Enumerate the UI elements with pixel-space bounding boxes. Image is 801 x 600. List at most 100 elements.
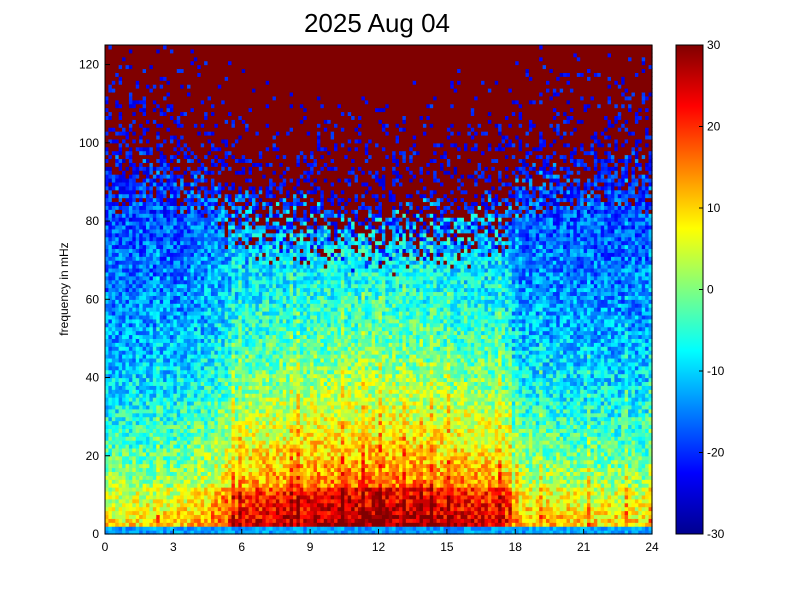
heatmap-cell: [187, 142, 192, 148]
heatmap-cell: [224, 205, 229, 210]
heatmap-cell: [163, 260, 168, 265]
heatmap-cell: [139, 72, 144, 77]
heatmap-cell: [105, 412, 110, 418]
heatmap-cell: [234, 467, 239, 473]
heatmap-cell: [187, 166, 192, 171]
heatmap-cell: [180, 224, 185, 230]
heatmap-cell: [108, 158, 113, 163]
heatmap-cell: [214, 326, 219, 332]
heatmap-cell: [122, 428, 127, 433]
heatmap-cell: [125, 228, 130, 234]
heatmap-cell: [115, 48, 120, 54]
heatmap-cell: [132, 498, 137, 504]
heatmap-cell: [180, 248, 185, 253]
heatmap-cell: [159, 502, 164, 508]
heatmap-cell: [169, 299, 174, 304]
heatmap-cell: [234, 455, 239, 461]
heatmap-cell: [204, 185, 209, 191]
heatmap-cell: [115, 369, 120, 375]
heatmap-cell: [166, 494, 171, 500]
heatmap-cell: [156, 205, 161, 210]
heatmap-cell: [108, 385, 113, 390]
heatmap-cell: [187, 381, 192, 386]
heatmap-cell: [146, 451, 151, 457]
heatmap-cell: [193, 400, 198, 406]
heatmap-cell: [224, 381, 229, 386]
heatmap-cell: [224, 271, 229, 277]
heatmap-cell: [156, 424, 161, 429]
heatmap-cell: [224, 193, 229, 199]
heatmap-cell: [200, 174, 205, 179]
heatmap-cell: [166, 154, 171, 160]
heatmap-cell: [204, 119, 209, 124]
heatmap-cell: [111, 52, 116, 58]
heatmap-cell: [214, 80, 219, 85]
heatmap-cell: [169, 471, 174, 476]
heatmap-cell: [197, 498, 202, 504]
heatmap-cell: [234, 330, 239, 336]
heatmap-cell: [128, 213, 133, 218]
heatmap-cell: [231, 346, 236, 351]
heatmap-cell: [224, 408, 229, 414]
heatmap-cell: [207, 162, 212, 167]
heatmap-cell: [234, 377, 239, 383]
heatmap-cell: [190, 201, 195, 206]
heatmap-cell: [142, 76, 147, 81]
heatmap-cell: [118, 397, 123, 402]
heatmap-cell: [128, 330, 133, 336]
heatmap-cell: [187, 530, 192, 535]
heatmap-cell: [190, 264, 195, 269]
heatmap-cell: [200, 444, 205, 449]
heatmap-cell: [152, 150, 157, 156]
heatmap-cell: [146, 119, 151, 124]
heatmap-cell: [108, 494, 113, 500]
heatmap-cell: [122, 303, 127, 308]
heatmap-cell: [139, 444, 144, 449]
heatmap-cell: [187, 170, 192, 175]
heatmap-cell: [214, 295, 219, 300]
heatmap-cell: [139, 174, 144, 179]
heatmap-cell: [234, 209, 239, 214]
heatmap-cell: [149, 404, 154, 410]
heatmap-cell: [169, 146, 174, 152]
heatmap-cell: [197, 185, 202, 191]
heatmap-cell: [139, 299, 144, 304]
heatmap-cell: [207, 287, 212, 293]
heatmap-cell: [176, 88, 181, 93]
heatmap-cell: [169, 127, 174, 132]
heatmap-cell: [105, 424, 110, 429]
heatmap-cell: [115, 123, 120, 128]
heatmap-cell: [238, 56, 243, 62]
heatmap-cell: [139, 131, 144, 136]
heatmap-cell: [142, 279, 147, 285]
heatmap-cell: [228, 193, 233, 199]
heatmap-cell: [190, 111, 195, 117]
heatmap-cell: [207, 400, 212, 406]
heatmap-cell: [183, 291, 188, 296]
heatmap-cell: [238, 412, 243, 418]
heatmap-cell: [193, 397, 198, 402]
heatmap-cell: [122, 115, 127, 120]
heatmap-cell: [187, 522, 192, 527]
heatmap-cell: [166, 385, 171, 390]
heatmap-cell: [180, 205, 185, 210]
heatmap-cell: [190, 240, 195, 246]
heatmap-cell: [142, 178, 147, 183]
heatmap-cell: [221, 189, 226, 195]
heatmap-cell: [234, 432, 239, 437]
heatmap-cell: [180, 510, 185, 516]
heatmap-cell: [183, 494, 188, 500]
heatmap-cell: [228, 471, 233, 476]
heatmap-cell: [238, 475, 243, 480]
heatmap-cell: [180, 174, 185, 179]
heatmap-cell: [125, 99, 130, 105]
heatmap-cell: [108, 193, 113, 199]
heatmap-cell: [176, 357, 181, 363]
heatmap-cell: [152, 107, 157, 113]
heatmap-cell: [163, 174, 168, 179]
heatmap-cell: [204, 181, 209, 187]
heatmap-cell: [159, 404, 164, 410]
heatmap-cell: [156, 397, 161, 402]
heatmap-cell: [149, 162, 154, 167]
heatmap-cell: [115, 334, 120, 339]
